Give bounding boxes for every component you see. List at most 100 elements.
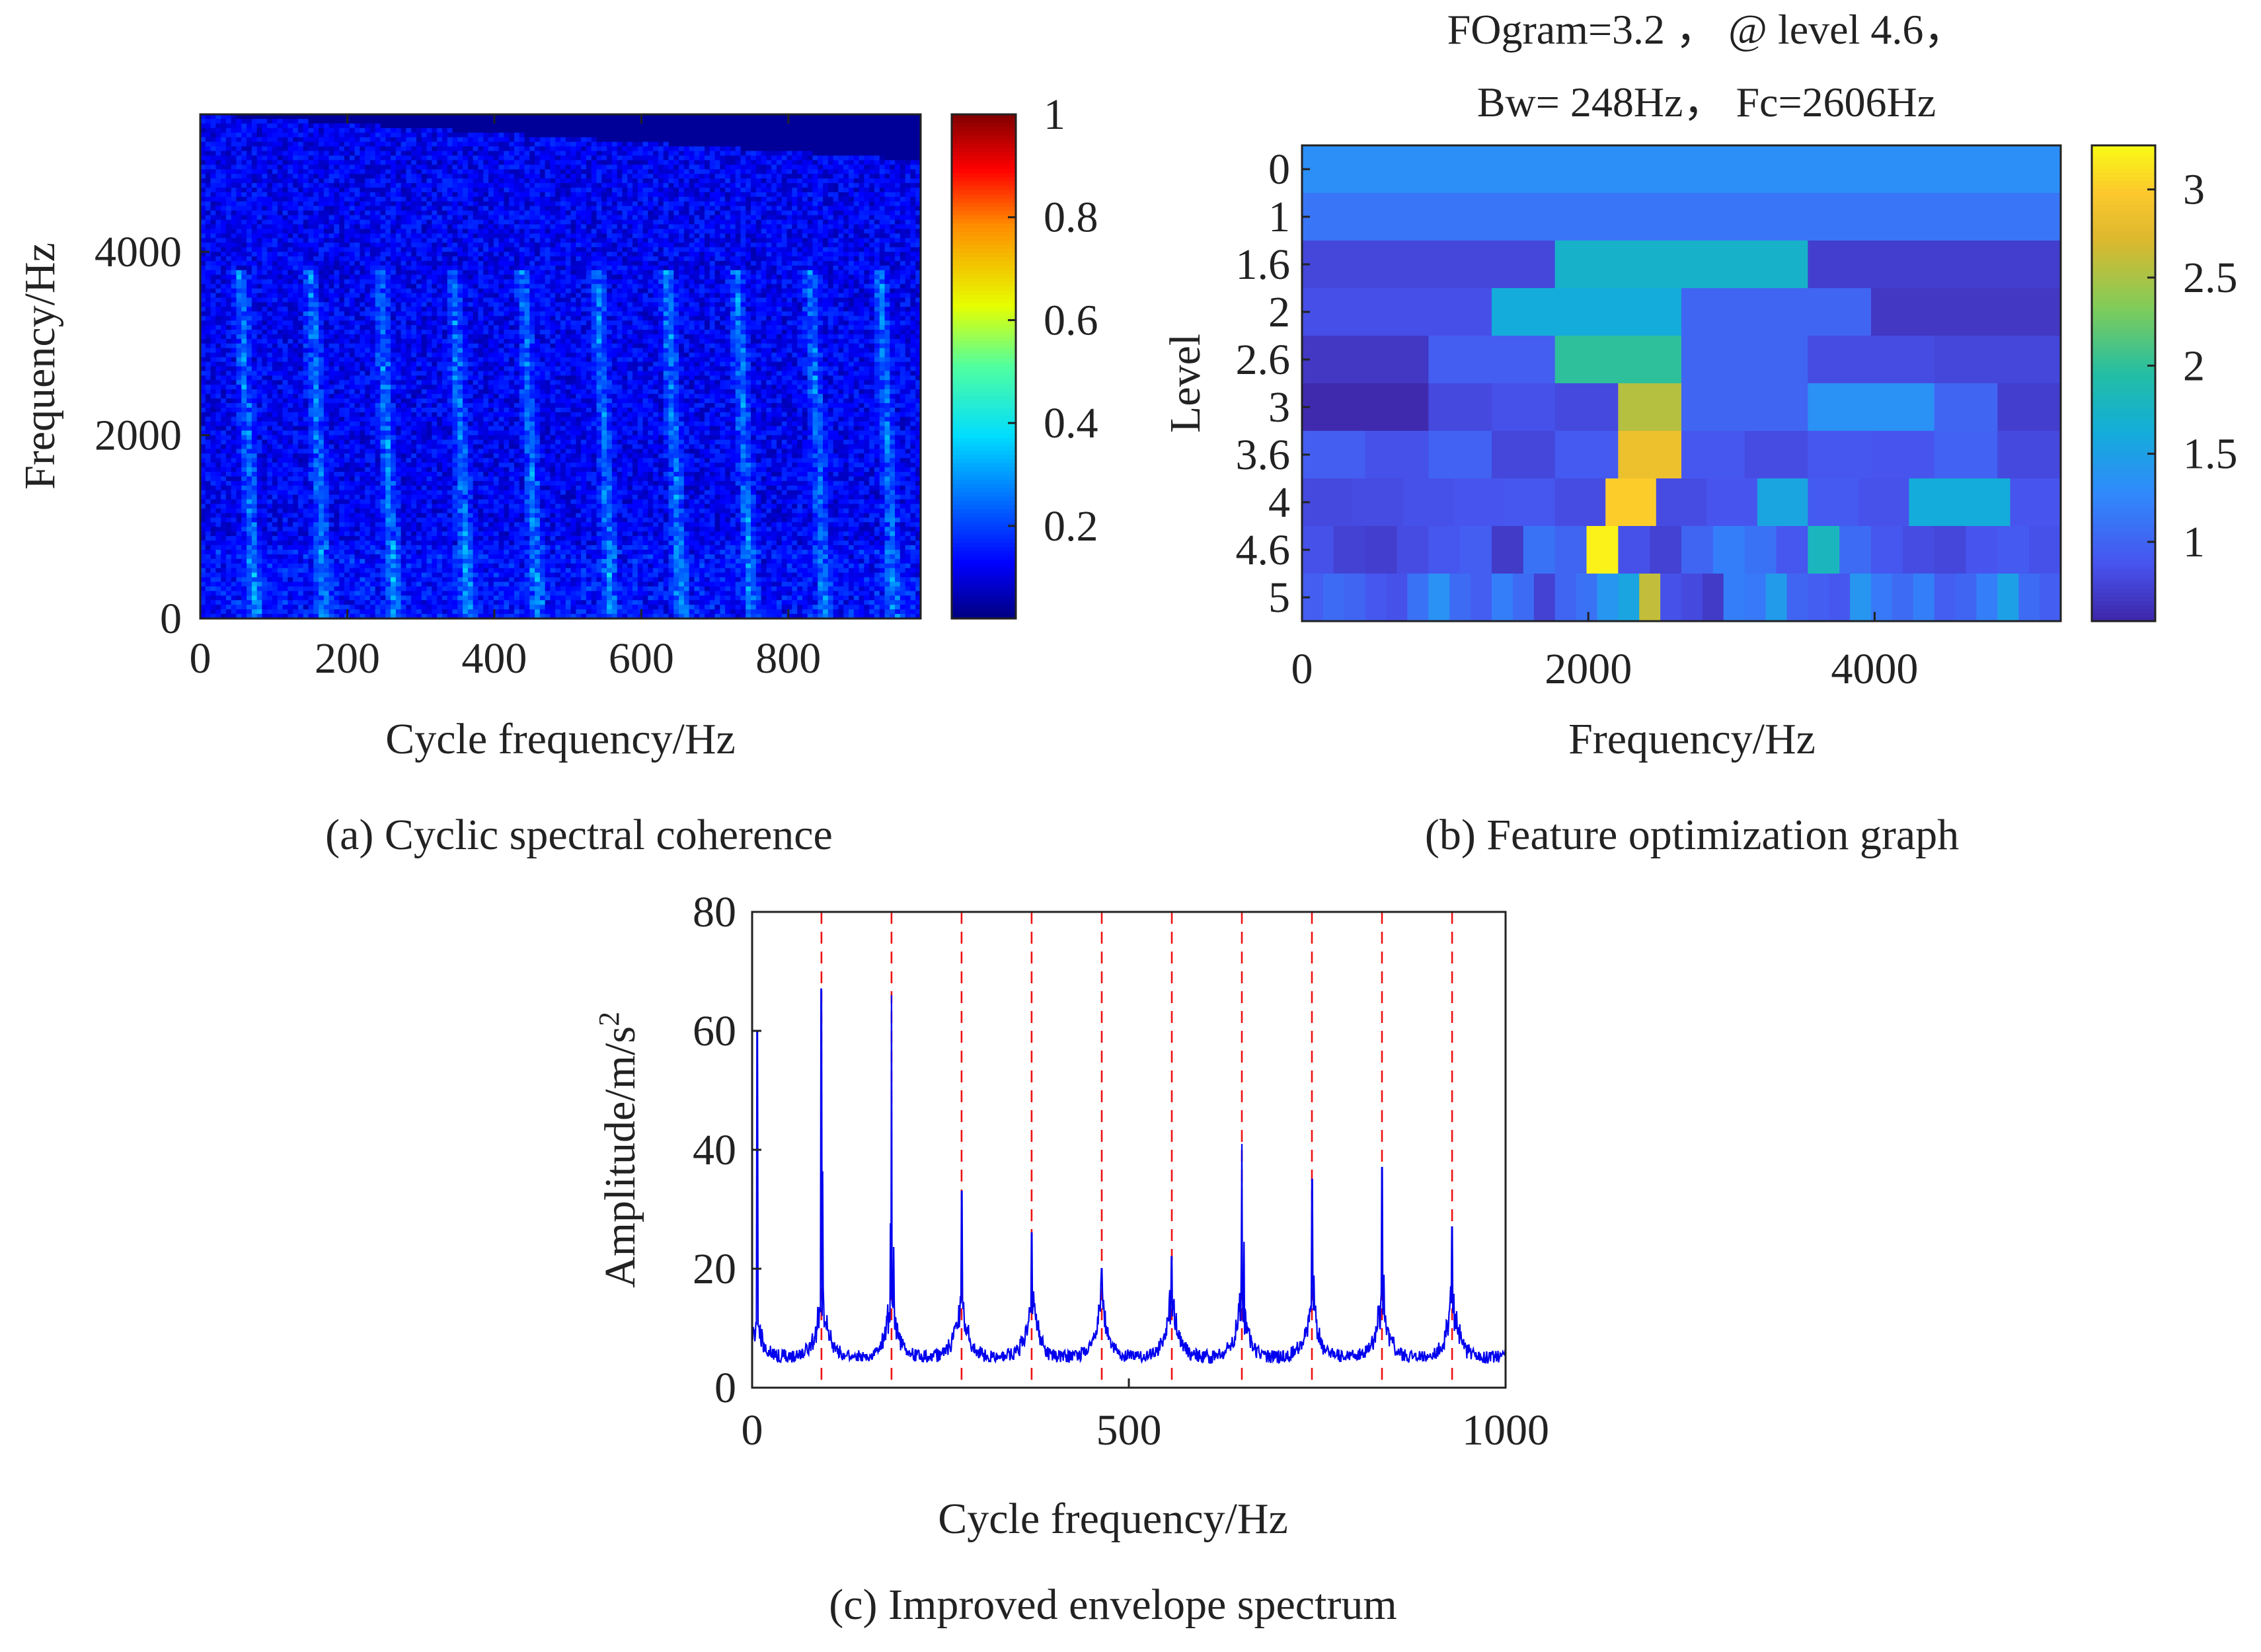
a-heat-cell [709, 233, 716, 239]
a-heat-cell [323, 201, 330, 207]
a-heat-cell [467, 274, 474, 280]
a-heat-cell [416, 183, 422, 188]
a-heat-cell [827, 123, 834, 129]
a-heat-cell [827, 132, 834, 138]
a-heat-cell [673, 252, 679, 257]
a-heat-cell [277, 210, 284, 216]
a-heat-cell [601, 192, 607, 198]
a-heat-cell [720, 192, 726, 198]
a-heat-cell [447, 146, 453, 152]
a-heat-cell [478, 165, 484, 170]
a-heat-cell [344, 210, 350, 216]
a-heat-cell [293, 256, 299, 262]
a-heat-cell [565, 160, 572, 165]
a-heat-cell [581, 151, 587, 157]
a-heat-cell [267, 169, 273, 174]
a-heat-cell [493, 128, 500, 133]
a-heat-cell [570, 219, 576, 225]
a-heat-cell [519, 243, 525, 248]
a-heat-cell [457, 215, 463, 221]
a-heat-cell [509, 192, 515, 198]
a-heat-cell [570, 169, 576, 174]
a-heat-cell [869, 229, 875, 234]
a-heat-cell [328, 132, 335, 138]
a-heat-cell [282, 183, 288, 188]
a-heat-cell [915, 206, 921, 211]
a-heat-cell [879, 169, 886, 174]
a-heat-cell [812, 201, 818, 207]
a-heat-cell [529, 123, 535, 129]
a-heat-cell [236, 256, 242, 262]
a-heat-cell [514, 256, 520, 262]
a-heat-cell [256, 229, 263, 234]
a-heat-cell [689, 169, 695, 174]
a-heat-cell [611, 187, 618, 193]
a-heat-cell [303, 224, 309, 230]
a-heat-cell [663, 201, 670, 207]
a-heat-cell [375, 238, 381, 243]
a-heat-cell [411, 187, 417, 193]
a-heat-cell [818, 260, 824, 266]
a-heat-cell [457, 210, 463, 216]
a-heat-cell [395, 178, 402, 184]
a-heat-cell [463, 192, 469, 198]
a-heat-cell [653, 252, 659, 257]
a-heat-cell [560, 169, 566, 174]
a-heat-cell [498, 243, 504, 248]
a-heat-cell [843, 123, 849, 129]
a-heat-cell [241, 114, 247, 120]
a-heat-cell [514, 165, 520, 170]
a-heat-cell [354, 270, 360, 276]
a-heat-cell [221, 128, 227, 133]
a-heat-cell [607, 192, 613, 198]
a-heat-cell [915, 265, 921, 271]
a-heat-cell [884, 183, 890, 188]
a-heat-cell [905, 206, 911, 211]
a-heat-cell [797, 252, 803, 257]
a-heat-cell [303, 123, 309, 129]
a-heat-cell [658, 247, 664, 252]
a-heat-cell [555, 155, 561, 161]
a-heat-cell [699, 123, 705, 129]
a-heat-cell [859, 123, 864, 129]
a-heat-cell [200, 137, 206, 143]
a-heat-cell [632, 196, 638, 202]
a-heat-cell [755, 165, 762, 170]
a-heat-cell [406, 238, 412, 243]
a-heat-cell [447, 174, 453, 179]
a-heat-cell [354, 160, 360, 165]
a-heat-cell [853, 260, 860, 266]
a-heat-cell [895, 137, 901, 143]
a-heat-cell [849, 187, 855, 193]
a-heat-cell [262, 137, 268, 143]
a-heat-cell [766, 229, 772, 234]
a-heat-cell [452, 201, 458, 207]
a-heat-cell [591, 238, 597, 243]
a-heat-cell [642, 238, 648, 243]
a-heat-cell [247, 165, 252, 170]
a-heat-cell [328, 233, 335, 239]
a-heat-cell [395, 243, 402, 248]
a-heat-cell [807, 118, 814, 124]
a-heat-cell [457, 265, 463, 271]
a-heat-cell [812, 247, 818, 252]
a-heat-cell [509, 201, 515, 207]
a-heat-cell [297, 178, 304, 184]
a-heat-cell [812, 229, 818, 234]
a-heat-cell [344, 265, 350, 271]
a-heat-cell [247, 247, 252, 252]
a-heat-cell [838, 210, 844, 216]
a-heat-cell [303, 178, 309, 184]
a-heat-cell [766, 252, 772, 257]
a-heat-cell [683, 219, 690, 225]
a-heat-cell [380, 210, 386, 216]
a-heat-cell [493, 192, 500, 198]
a-heat-cell [781, 165, 788, 170]
a-heat-cell [200, 252, 206, 257]
a-heat-cell [879, 270, 886, 276]
a-heat-cell [755, 238, 762, 243]
a-heat-cell [411, 252, 417, 257]
a-heat-cell [293, 210, 299, 216]
a-heat-cell [648, 247, 654, 252]
a-heat-cell [262, 206, 268, 211]
